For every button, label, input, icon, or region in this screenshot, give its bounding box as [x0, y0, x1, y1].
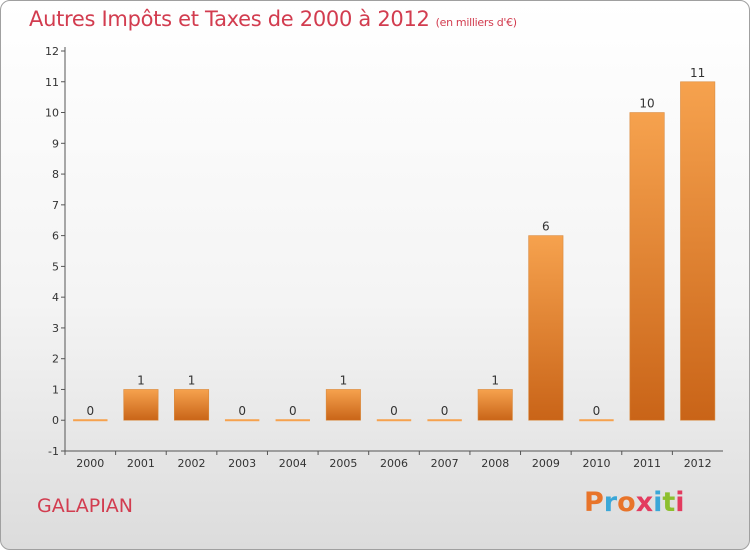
y-tick-label: 7: [52, 199, 59, 212]
y-tick-label: 6: [52, 230, 59, 243]
y-tick-label: 2: [52, 353, 59, 366]
bar: [477, 389, 513, 421]
brand-letter: o: [617, 487, 636, 518]
y-tick-label: 9: [52, 137, 59, 150]
x-tick-label: 2009: [532, 457, 560, 470]
bar: [224, 419, 260, 422]
x-tick-label: 2001: [127, 457, 155, 470]
brand-letter: i: [653, 487, 663, 518]
bar: [579, 419, 614, 422]
chart-title-text: Autres Impôts et Taxes de 2000 à 2012: [29, 7, 430, 31]
x-tick-label: 2007: [431, 457, 459, 470]
data-label: 0: [86, 404, 94, 418]
x-tick-label: 2000: [76, 457, 104, 470]
bar: [325, 389, 361, 421]
y-tick-label: 1: [52, 383, 59, 396]
x-tick-label: 2003: [228, 457, 256, 470]
data-label: 0: [593, 404, 601, 418]
y-tick-label: 8: [52, 168, 59, 181]
y-tick-label: 5: [52, 260, 59, 273]
bar: [174, 389, 210, 421]
bars: [73, 81, 716, 422]
bar: [680, 81, 716, 421]
bar: [528, 235, 564, 421]
brand-letter: x: [635, 487, 654, 518]
x-tick-label: 2006: [380, 457, 408, 470]
y-tick-label: 10: [45, 107, 59, 120]
bar: [123, 389, 159, 421]
bar: [376, 419, 412, 422]
x-tick-label: 2010: [582, 457, 610, 470]
data-label: 1: [137, 373, 145, 387]
y-tick-label: 3: [52, 322, 59, 335]
brand-letter: r: [603, 487, 618, 518]
data-label: 0: [289, 404, 297, 418]
x-tick-label: 2002: [178, 457, 206, 470]
y-tick-label: 12: [45, 45, 59, 58]
brand-letter: i: [675, 487, 685, 518]
bar: [275, 419, 310, 422]
data-label: 0: [390, 404, 398, 418]
data-label: 10: [639, 97, 654, 111]
data-label: 0: [441, 404, 449, 418]
brand-letter: t: [662, 487, 676, 518]
data-label: 1: [188, 373, 196, 387]
bar: [629, 112, 665, 421]
proxiti-logo: Proxiti: [584, 487, 685, 518]
y-tick-label: 0: [52, 414, 59, 427]
chart-title: Autres Impôts et Taxes de 2000 à 2012 (en…: [29, 7, 517, 31]
y-tick-label: -1: [48, 445, 59, 458]
y-tick-label: 4: [52, 291, 59, 304]
x-tick-label: 2005: [329, 457, 357, 470]
data-label: 1: [491, 373, 499, 387]
brand-letter: P: [584, 487, 604, 518]
data-label: 1: [340, 373, 348, 387]
bar: [427, 419, 462, 422]
bar: [73, 419, 108, 422]
data-label: 11: [690, 66, 705, 80]
x-tick-label: 2012: [684, 457, 712, 470]
x-tick-label: 2008: [481, 457, 509, 470]
commune-name: GALAPIAN: [37, 495, 134, 517]
x-tick-label: 2004: [279, 457, 307, 470]
y-tick-label: 11: [45, 76, 59, 89]
x-tick-label: 2011: [633, 457, 661, 470]
data-label: 6: [542, 220, 550, 234]
chart-unit: (en milliers d'€): [435, 16, 517, 29]
data-label: 0: [238, 404, 246, 418]
